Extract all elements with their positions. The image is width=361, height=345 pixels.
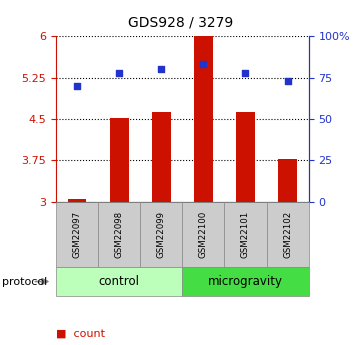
Bar xyxy=(152,112,171,202)
Point xyxy=(74,83,80,89)
Bar xyxy=(236,112,255,202)
Point xyxy=(116,70,122,76)
Text: microgravity: microgravity xyxy=(208,275,283,288)
Text: GSM22100: GSM22100 xyxy=(199,211,208,258)
Bar xyxy=(194,36,213,202)
Text: protocol: protocol xyxy=(2,277,47,286)
Point xyxy=(243,70,248,76)
Text: GSM22101: GSM22101 xyxy=(241,211,250,258)
Point xyxy=(158,67,164,72)
Text: GSM22098: GSM22098 xyxy=(115,211,123,258)
Text: control: control xyxy=(99,275,140,288)
Point xyxy=(200,62,206,67)
Bar xyxy=(278,159,297,202)
Text: GSM22097: GSM22097 xyxy=(73,211,82,258)
Bar xyxy=(68,198,87,202)
Text: GSM22102: GSM22102 xyxy=(283,211,292,258)
Text: ■  count: ■ count xyxy=(56,329,105,338)
Text: GDS928 / 3279: GDS928 / 3279 xyxy=(128,16,233,30)
Point xyxy=(285,78,291,84)
Bar xyxy=(110,118,129,202)
Text: GSM22099: GSM22099 xyxy=(157,211,166,258)
